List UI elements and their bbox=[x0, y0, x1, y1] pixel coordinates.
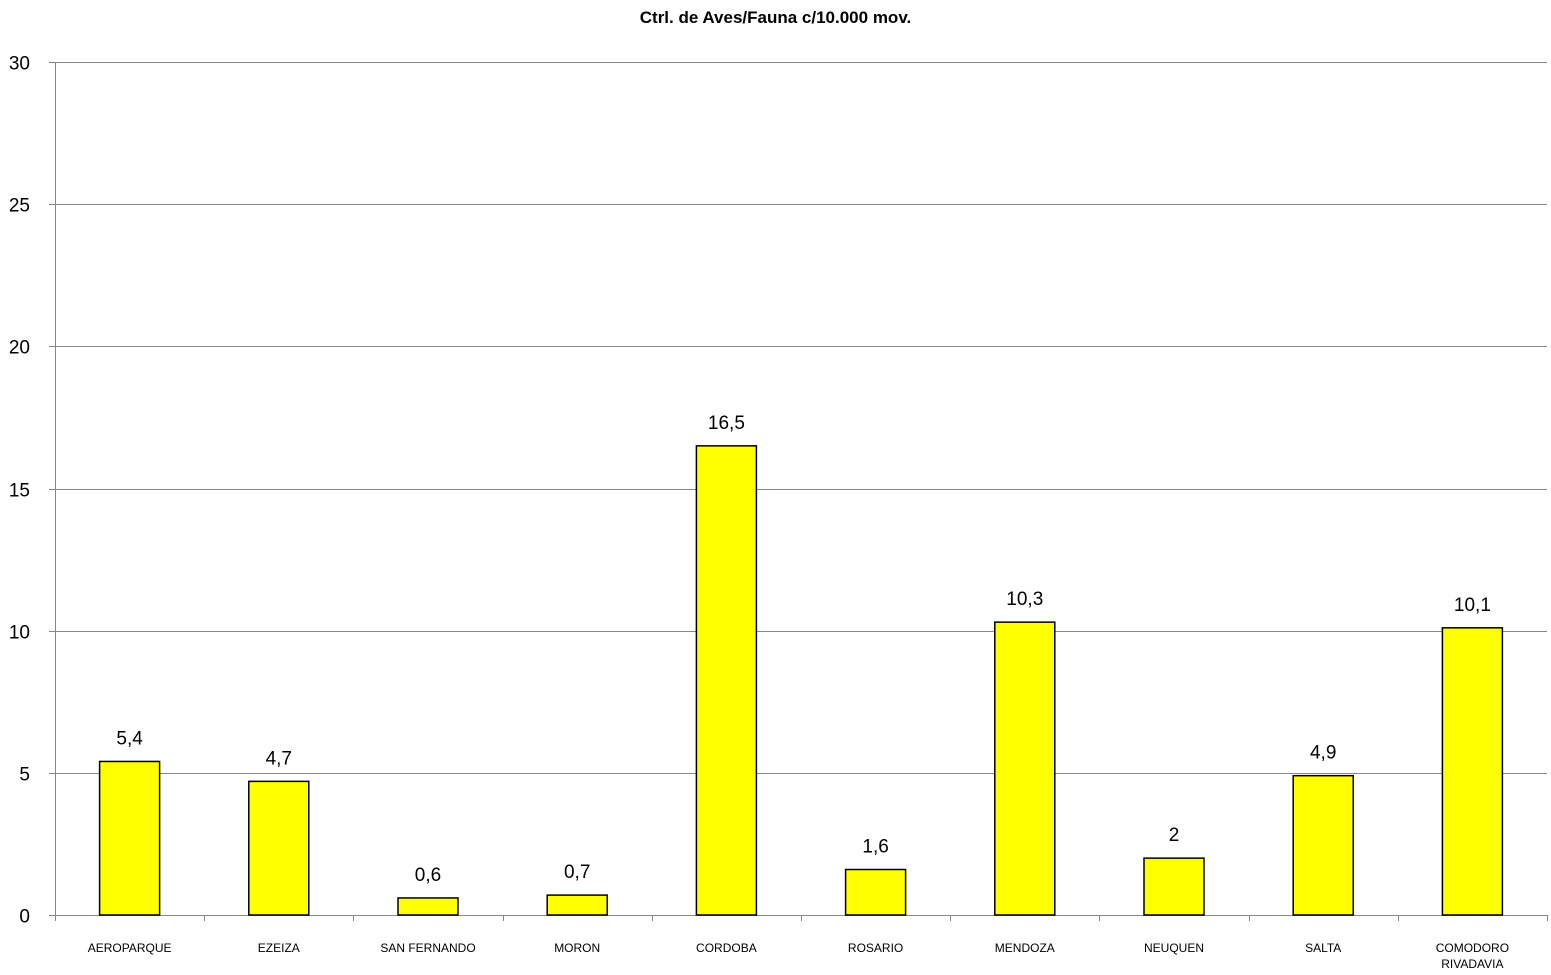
bar-0 bbox=[98, 760, 161, 916]
category-label-5: ROSARIO bbox=[848, 941, 903, 955]
category-label-9: COMODORO RIVADAVIA bbox=[1436, 941, 1509, 971]
category-label-6: MENDOZA bbox=[995, 941, 1055, 955]
y-tick-label: 25 bbox=[9, 196, 30, 217]
y-tick-label: 15 bbox=[9, 481, 30, 502]
y-tick-label: 5 bbox=[19, 765, 30, 786]
category-label-4: CORDOBA bbox=[696, 941, 757, 955]
category-label-7: NEUQUEN bbox=[1144, 941, 1204, 955]
category-label-0: AEROPARQUE bbox=[88, 941, 172, 955]
category-label-line: EZEIZA bbox=[258, 941, 300, 955]
data-label-7: 2 bbox=[1169, 825, 1180, 846]
data-label-3: 0,7 bbox=[564, 862, 590, 883]
category-label-line: MORON bbox=[554, 941, 600, 955]
category-label-3: MORON bbox=[554, 941, 600, 955]
data-label-6: 10,3 bbox=[1006, 589, 1043, 610]
bar-4 bbox=[695, 445, 758, 916]
bar-3 bbox=[546, 894, 608, 916]
bar-8 bbox=[1292, 774, 1354, 916]
y-tick-label: 30 bbox=[9, 54, 30, 75]
y-tick-label: 20 bbox=[9, 338, 30, 359]
y-tick-label: 0 bbox=[19, 907, 30, 928]
category-label-line: SALTA bbox=[1305, 941, 1341, 955]
category-label-2: SAN FERNANDO bbox=[380, 941, 475, 955]
category-label-line: ROSARIO bbox=[848, 941, 903, 955]
category-label-line: COMODORO bbox=[1436, 941, 1509, 955]
data-label-1: 4,7 bbox=[266, 748, 292, 769]
bar-6 bbox=[994, 621, 1056, 916]
bars bbox=[98, 445, 1504, 916]
x-tick-labels: AEROPARQUE EZEIZA SAN FERNANDO MORON CORDOBA… bbox=[88, 941, 1509, 971]
data-label-9: 10,1 bbox=[1454, 595, 1491, 616]
data-label-0: 5,4 bbox=[116, 728, 143, 749]
category-label-line: SAN FERNANDO bbox=[380, 941, 475, 955]
category-label-1: EZEIZA bbox=[258, 941, 300, 955]
chart-title: Ctrl. de Aves/Fauna c/10.000 mov. bbox=[639, 8, 912, 27]
bar-5 bbox=[844, 868, 907, 916]
data-label-2: 0,6 bbox=[415, 865, 441, 886]
category-label-line: MENDOZA bbox=[995, 941, 1055, 955]
data-label-8: 4,9 bbox=[1310, 743, 1336, 764]
gridlines bbox=[55, 62, 1547, 774]
bar-9 bbox=[1441, 627, 1504, 916]
bar-2 bbox=[397, 897, 459, 916]
category-label-line: RIVADAVIA bbox=[1441, 957, 1503, 971]
data-label-5: 1,6 bbox=[862, 837, 888, 858]
category-label-line: CORDOBA bbox=[696, 941, 757, 955]
data-labels: 5,4 4,7 0,6 0,7 16,5 1,6 10,3 2 4,9 10,1 bbox=[116, 413, 1491, 886]
bar-1 bbox=[248, 780, 310, 916]
data-label-4: 16,5 bbox=[708, 413, 745, 434]
bar-7 bbox=[1143, 857, 1205, 916]
category-label-line: NEUQUEN bbox=[1144, 941, 1204, 955]
category-label-line: AEROPARQUE bbox=[88, 941, 172, 955]
y-tick-label: 10 bbox=[9, 623, 30, 644]
category-label-8: SALTA bbox=[1305, 941, 1341, 955]
